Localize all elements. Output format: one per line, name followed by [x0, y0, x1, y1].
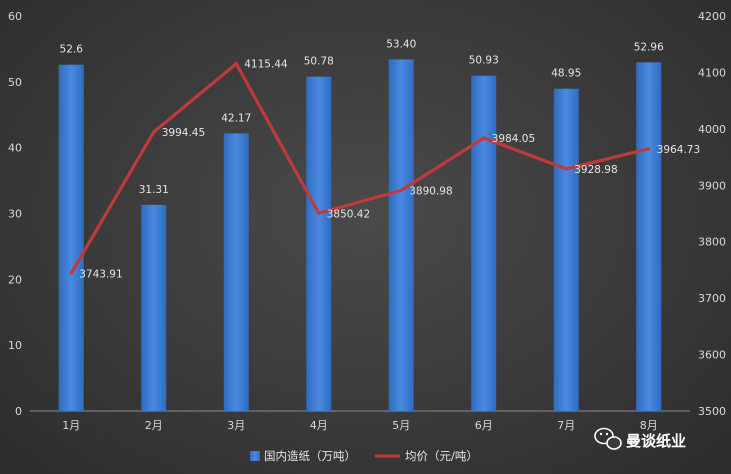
- right-tick-label: 3800: [698, 236, 726, 249]
- bar-data-labels: 52.6 31.31 42.17 50.78 53.40 50.93 48.95 52.96: [60, 38, 665, 195]
- legend-swatch-bars: [250, 451, 260, 461]
- bar: [306, 76, 332, 411]
- bar: [471, 75, 497, 412]
- line-data-label: 3984.05: [492, 133, 535, 145]
- left-tick-label: 20: [8, 273, 22, 286]
- line-data-label: 3928.98: [574, 164, 617, 176]
- right-tick-label: 4000: [698, 123, 726, 136]
- bar-data-label: 53.40: [386, 38, 416, 50]
- left-tick-label: 0: [15, 405, 22, 418]
- line-data-label: 3994.45: [162, 127, 205, 139]
- line-data-labels: 3743.91 3994.45 4115.44 3850.42 3890.98 3984.…: [79, 59, 700, 281]
- x-tick-label: 8月: [640, 419, 658, 432]
- right-tick-label: 3500: [698, 405, 726, 418]
- line-data-label: 3850.42: [327, 208, 370, 220]
- wechat-icon: [594, 427, 622, 450]
- bar-data-label: 48.95: [551, 68, 581, 80]
- bar: [58, 64, 84, 411]
- right-tick-label: 3700: [698, 292, 726, 305]
- right-tick-label: 3900: [698, 179, 726, 192]
- bar: [636, 62, 662, 411]
- left-tick-label: 10: [8, 339, 22, 352]
- bar: [223, 133, 249, 411]
- bar-series: [58, 59, 662, 412]
- bar: [141, 204, 167, 411]
- legend: 国内造纸（万吨） 均价（元/吨）: [250, 449, 478, 463]
- line-path: [69, 61, 650, 275]
- line-data-label: 4115.44: [244, 59, 288, 71]
- x-tick-label: 3月: [227, 419, 245, 432]
- x-tick-label: 5月: [392, 419, 410, 432]
- left-tick-label: 50: [8, 76, 22, 89]
- legend-label-bars: 国内造纸（万吨）: [264, 449, 356, 463]
- line-point: [317, 211, 321, 215]
- left-tick-label: 30: [8, 208, 22, 221]
- right-axis: 3500 3600 3700 3800 3900 4000 4100 4200: [698, 10, 726, 418]
- line-data-label: 3964.73: [657, 144, 700, 156]
- bar: [553, 88, 579, 411]
- left-tick-label: 40: [8, 142, 22, 155]
- line-point: [399, 188, 403, 192]
- watermark-text: 曼谈纸业: [626, 432, 686, 450]
- right-tick-label: 4100: [698, 66, 726, 79]
- line-point: [647, 147, 651, 151]
- line-point: [564, 167, 568, 171]
- x-tick-label: 6月: [475, 419, 493, 432]
- line-data-label: 3743.91: [79, 268, 122, 280]
- x-tick-label: 7月: [557, 419, 575, 432]
- bar: [388, 59, 414, 411]
- bar-data-label: 52.96: [634, 41, 664, 53]
- x-axis: 1月 2月 3月 4月 5月 6月 7月 8月: [62, 419, 658, 432]
- line-series: [69, 61, 651, 275]
- line-point: [152, 130, 156, 134]
- x-tick-label: 4月: [310, 419, 328, 432]
- line-point: [69, 271, 73, 275]
- bar-data-label: 31.31: [139, 184, 169, 196]
- line-data-label: 3890.98: [409, 185, 452, 197]
- right-tick-label: 4200: [698, 10, 726, 23]
- x-tick-label: 1月: [62, 419, 80, 432]
- bar-data-label: 50.78: [304, 56, 334, 68]
- bar-data-label: 52.6: [60, 44, 84, 56]
- bar-data-label: 42.17: [221, 112, 251, 124]
- left-tick-label: 60: [8, 10, 22, 23]
- x-tick-label: 2月: [145, 419, 163, 432]
- line-point: [482, 136, 486, 140]
- watermark: 曼谈纸业: [594, 427, 686, 450]
- bar-data-label: 50.93: [469, 55, 499, 67]
- line-point: [234, 62, 238, 66]
- right-tick-label: 3600: [698, 349, 726, 362]
- legend-label-line: 均价（元/吨）: [405, 449, 478, 463]
- left-axis: 0 10 20 30 40 50 60: [8, 10, 22, 418]
